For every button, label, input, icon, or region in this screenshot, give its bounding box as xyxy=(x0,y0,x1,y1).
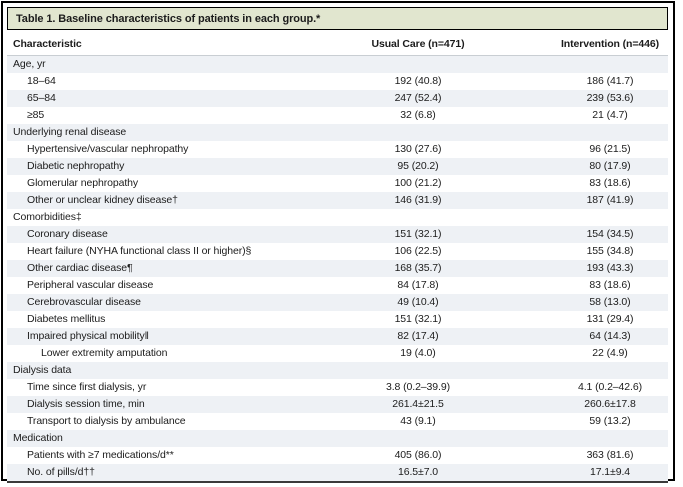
intervention-value: 187 (41.9) xyxy=(586,194,634,206)
intervention-value: 363 (81.6) xyxy=(586,449,634,461)
intervention-value: 186 (41.7) xyxy=(586,75,634,87)
row-label: Coronary disease xyxy=(27,228,108,240)
usual-care-value: 151 (32.1) xyxy=(394,313,442,325)
usual-care-value: 247 (52.4) xyxy=(394,92,442,104)
table-row: Heart failure (NYHA functional class II … xyxy=(7,243,668,260)
intervention-value: 83 (18.6) xyxy=(589,279,631,291)
table-row: Dialysis data xyxy=(7,362,668,379)
column-header-intervention: Intervention (n=446) xyxy=(560,37,660,50)
table-row: Lower extremity amputation 19 (4.0) 22 (… xyxy=(7,345,668,362)
table-row: Medication xyxy=(7,430,668,447)
usual-care-value: 95 (20.2) xyxy=(397,160,439,172)
row-label: Transport to dialysis by ambulance xyxy=(27,415,186,427)
row-label: Patients with ≥7 medications/d** xyxy=(27,449,174,461)
intervention-value: 4.1 (0.2–42.6) xyxy=(578,381,642,393)
usual-care-value: 3.8 (0.2–39.9) xyxy=(386,381,450,393)
table-row: Other cardiac disease¶ 168 (35.7) 193 (4… xyxy=(7,260,668,277)
usual-care-value: 146 (31.9) xyxy=(394,194,442,206)
table-row: Peripheral vascular disease 84 (17.8) 83… xyxy=(7,277,668,294)
row-label: Diabetic nephropathy xyxy=(27,160,125,172)
table-row: Age, yr xyxy=(7,56,668,73)
row-label: Other or unclear kidney disease† xyxy=(27,194,178,206)
intervention-value: 131 (29.4) xyxy=(586,313,634,325)
column-header-characteristic: Characteristic xyxy=(13,37,82,50)
row-label: Peripheral vascular disease xyxy=(27,279,154,291)
table-row: Transport to dialysis by ambulance 43 (9… xyxy=(7,413,668,430)
usual-care-value: 43 (9.1) xyxy=(400,415,436,427)
intervention-value: 64 (14.3) xyxy=(589,330,631,342)
table-row: Cerebrovascular disease 49 (10.4) 58 (13… xyxy=(7,294,668,311)
table-title: Table 1. Baseline characteristics of pat… xyxy=(7,7,668,30)
table-frame: Table 1. Baseline characteristics of pat… xyxy=(1,1,675,483)
row-label: 65–84 xyxy=(27,92,56,104)
usual-care-value: 168 (35.7) xyxy=(394,262,442,274)
table-row: 65–84 247 (52.4) 239 (53.6) xyxy=(7,90,668,107)
usual-care-value: 100 (21.2) xyxy=(394,177,442,189)
row-label: Age, yr xyxy=(13,58,46,70)
table-row: Dialysis session time, min 261.4±21.5 26… xyxy=(7,396,668,413)
usual-care-value: 151 (32.1) xyxy=(394,228,442,240)
intervention-value: 59 (13.2) xyxy=(589,415,631,427)
intervention-value: 193 (43.3) xyxy=(586,262,634,274)
row-label: ≥85 xyxy=(27,109,45,121)
intervention-value: 155 (34.8) xyxy=(586,245,634,257)
usual-care-value: 405 (86.0) xyxy=(394,449,442,461)
intervention-value: 58 (13.0) xyxy=(589,296,631,308)
intervention-value: 96 (21.5) xyxy=(589,143,631,155)
row-label: Time since first dialysis, yr xyxy=(27,381,147,393)
row-label: No. of pills/d†† xyxy=(27,466,95,478)
column-header-usual-care: Usual Care (n=471) xyxy=(371,37,465,50)
usual-care-value: 32 (6.8) xyxy=(400,109,436,121)
usual-care-value: 84 (17.8) xyxy=(397,279,439,291)
usual-care-value: 82 (17.4) xyxy=(397,330,439,342)
usual-care-value: 106 (22.5) xyxy=(394,245,442,257)
row-label: Heart failure (NYHA functional class II … xyxy=(27,245,252,257)
table-row: Impaired physical mobility‖ 82 (17.4) 64… xyxy=(7,328,668,345)
row-label: Dialysis data xyxy=(13,364,72,376)
table-row: Diabetes mellitus 151 (32.1) 131 (29.4) xyxy=(7,311,668,328)
table-row: 18–64 192 (40.8) 186 (41.7) xyxy=(7,73,668,90)
table-row: No. of pills/d†† 16.5±7.0 17.1±9.4 xyxy=(7,464,668,481)
table-row: Other or unclear kidney disease† 146 (31… xyxy=(7,192,668,209)
table-row: Patients with ≥7 medications/d** 405 (86… xyxy=(7,447,668,464)
row-label: Comorbidities‡ xyxy=(13,211,82,223)
table-row: Underlying renal disease xyxy=(7,124,668,141)
row-label: Hypertensive/vascular nephropathy xyxy=(27,143,189,155)
row-label: Cerebrovascular disease xyxy=(27,296,141,308)
row-label: Diabetes mellitus xyxy=(27,313,106,325)
table-row: ≥85 32 (6.8) 21 (4.7) xyxy=(7,107,668,124)
row-label: Impaired physical mobility‖ xyxy=(27,330,149,342)
usual-care-value: 192 (40.8) xyxy=(394,75,442,87)
table-row: Glomerular nephropathy 100 (21.2) 83 (18… xyxy=(7,175,668,192)
intervention-value: 239 (53.6) xyxy=(586,92,634,104)
row-label: Glomerular nephropathy xyxy=(27,177,139,189)
usual-care-value: 19 (4.0) xyxy=(400,347,436,359)
usual-care-value: 261.4±21.5 xyxy=(392,398,444,410)
intervention-value: 21 (4.7) xyxy=(592,109,628,121)
intervention-value: 17.1±9.4 xyxy=(590,466,630,478)
intervention-value: 80 (17.9) xyxy=(589,160,631,172)
row-label: Medication xyxy=(13,432,63,444)
intervention-value: 22 (4.9) xyxy=(592,347,628,359)
row-label: Lower extremity amputation xyxy=(41,347,168,359)
intervention-value: 260.6±17.8 xyxy=(584,398,636,410)
table-row: Comorbidities‡ xyxy=(7,209,668,226)
table-header-row: Characteristic Usual Care (n=471) Interv… xyxy=(7,32,668,56)
table-row: Hypertensive/vascular nephropathy 130 (2… xyxy=(7,141,668,158)
table-row: Coronary disease 151 (32.1) 154 (34.5) xyxy=(7,226,668,243)
table-body: Age, yr 18–64 192 (40.8) 186 (41.7) 65–8… xyxy=(7,56,668,483)
row-label: Other cardiac disease¶ xyxy=(27,262,133,274)
row-label: Dialysis session time, min xyxy=(27,398,145,410)
usual-care-value: 49 (10.4) xyxy=(397,296,439,308)
intervention-value: 83 (18.6) xyxy=(589,177,631,189)
intervention-value: 154 (34.5) xyxy=(586,228,634,240)
row-label: 18–64 xyxy=(27,75,56,87)
usual-care-value: 16.5±7.0 xyxy=(398,466,438,478)
usual-care-value: 130 (27.6) xyxy=(394,143,442,155)
table-row: Diabetic nephropathy 95 (20.2) 80 (17.9) xyxy=(7,158,668,175)
table-row: Time since first dialysis, yr 3.8 (0.2–3… xyxy=(7,379,668,396)
row-label: Underlying renal disease xyxy=(13,126,127,138)
